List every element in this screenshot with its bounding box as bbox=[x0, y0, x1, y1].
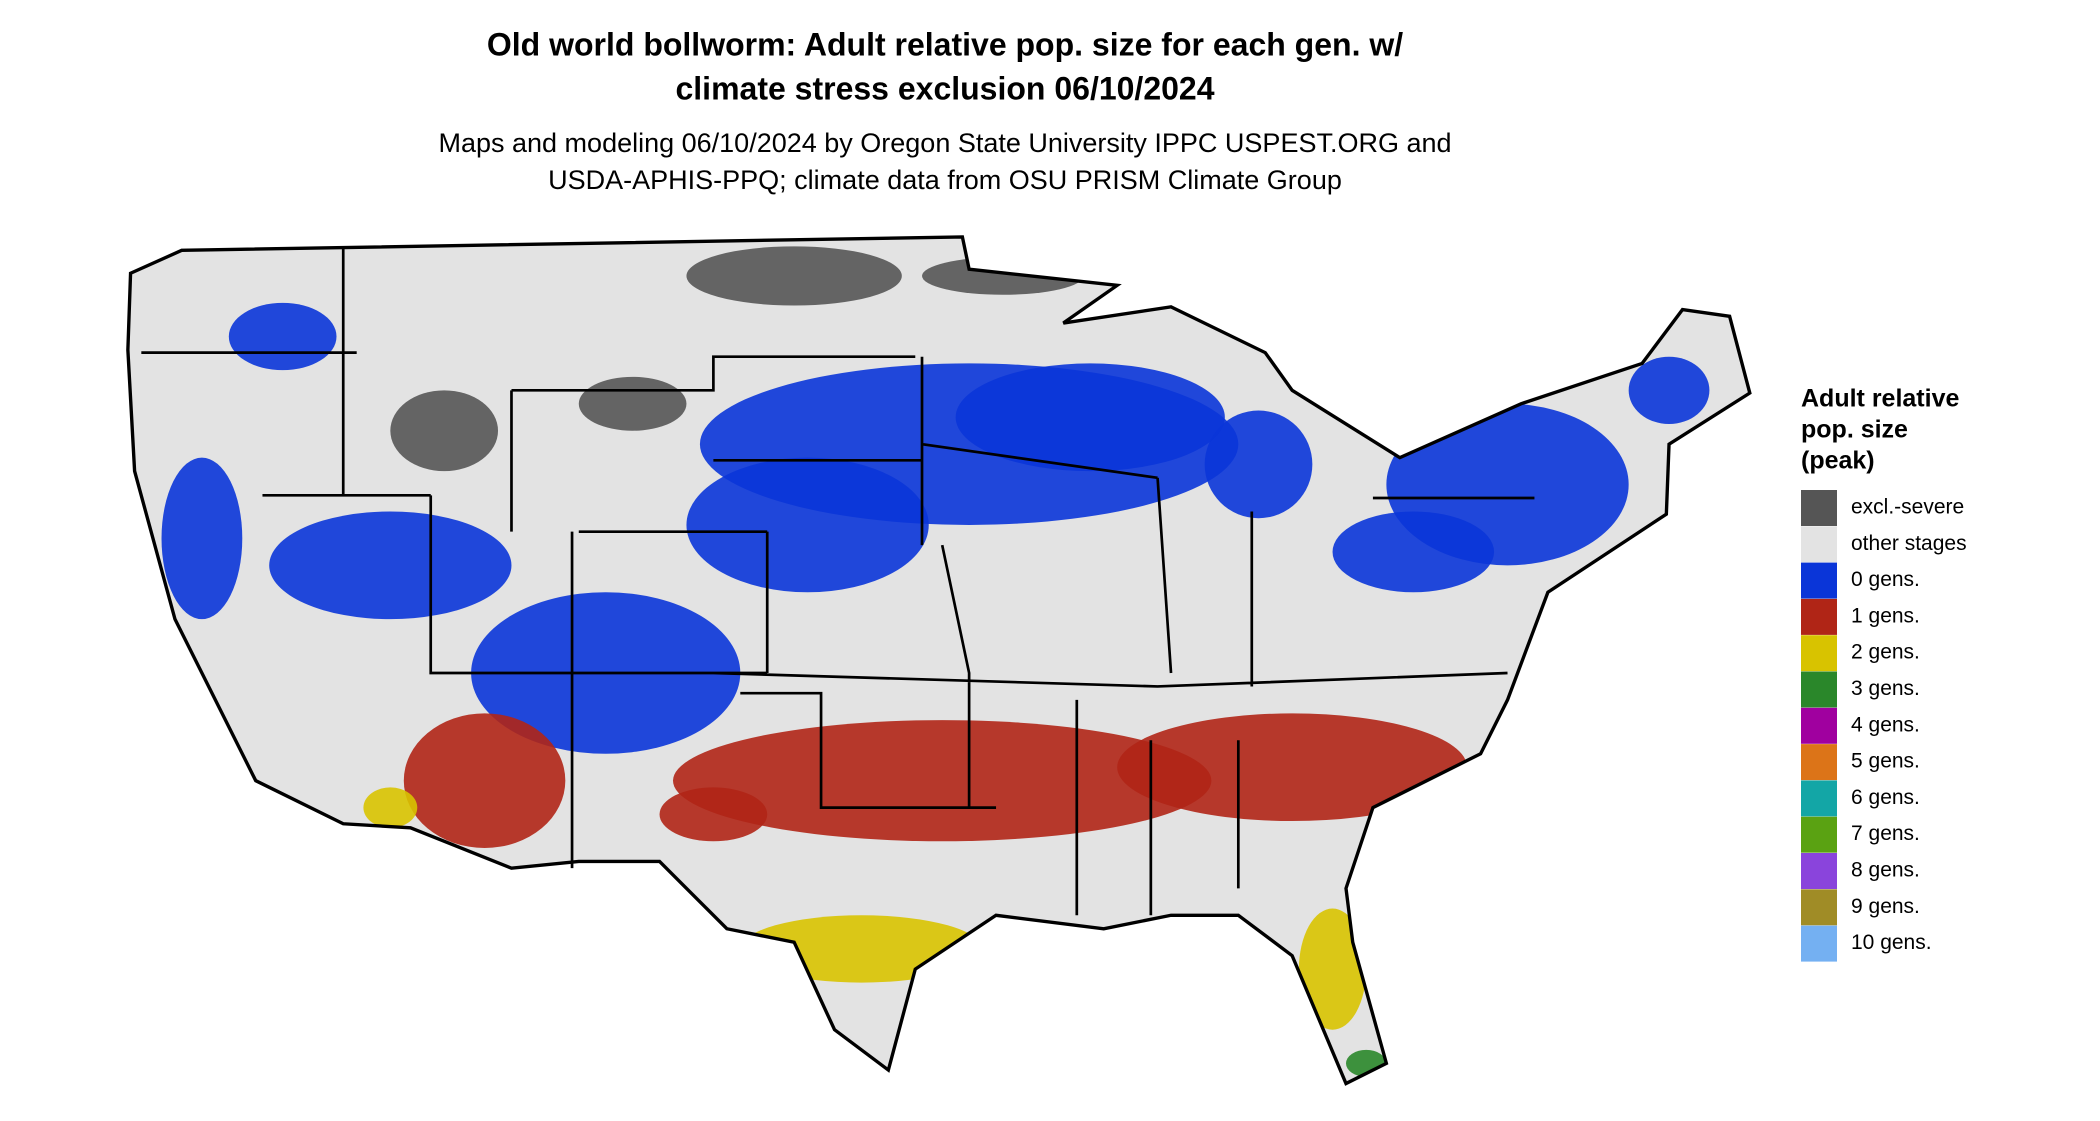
map-region bbox=[922, 257, 1084, 295]
map-region bbox=[955, 363, 1225, 472]
map-region bbox=[1117, 713, 1468, 822]
legend-title: pop. size bbox=[1801, 416, 1908, 444]
legend-label: 4 gens. bbox=[1851, 713, 1920, 736]
legend-swatch bbox=[1801, 635, 1837, 672]
legend-swatch bbox=[1801, 925, 1837, 962]
map-region bbox=[686, 246, 902, 306]
legend-swatch bbox=[1801, 671, 1837, 708]
legend-label: 9 gens. bbox=[1851, 895, 1920, 918]
legend-swatch bbox=[1801, 889, 1837, 926]
border-lines bbox=[141, 249, 1535, 916]
map-region bbox=[1204, 410, 1313, 519]
state-borders bbox=[126, 235, 1752, 1086]
title-line: climate stress exclusion 06/10/2024 bbox=[675, 70, 1214, 106]
legend-label: excl.-severe bbox=[1851, 496, 1964, 519]
map-region bbox=[390, 390, 499, 472]
legend-label: 3 gens. bbox=[1851, 677, 1920, 700]
map-region bbox=[161, 457, 243, 620]
legend-label: 5 gens. bbox=[1851, 750, 1920, 773]
legend-swatch bbox=[1801, 526, 1837, 563]
legend-label: 10 gens. bbox=[1851, 931, 1932, 954]
map-region bbox=[1332, 511, 1495, 593]
us-outline bbox=[126, 235, 1752, 1086]
legend-title: (peak) bbox=[1801, 447, 1875, 475]
map-region bbox=[1298, 908, 1367, 1030]
map-region bbox=[659, 787, 768, 842]
legend: Adult relative pop. size (peak) excl.-sever… bbox=[1801, 385, 1967, 962]
map-region bbox=[269, 511, 512, 620]
legend-label: 1 gens. bbox=[1851, 604, 1920, 627]
us-map bbox=[126, 235, 1752, 1086]
map-region bbox=[1628, 356, 1710, 424]
subtitle-line: USDA-APHIS-PPQ; climate data from OSU PR… bbox=[548, 165, 1342, 195]
legend-label: 6 gens. bbox=[1851, 786, 1920, 809]
legend-label: other stages bbox=[1851, 532, 1967, 555]
map-region bbox=[363, 787, 418, 828]
legend-label: 8 gens. bbox=[1851, 859, 1920, 882]
legend-label: 7 gens. bbox=[1851, 822, 1920, 845]
legend-label: 2 gens. bbox=[1851, 641, 1920, 664]
map-region bbox=[686, 457, 929, 593]
legend-swatch bbox=[1801, 707, 1837, 744]
title-line: Old world bollworm: Adult relative pop. … bbox=[487, 26, 1403, 62]
map-fill bbox=[161, 246, 1710, 1077]
map-region bbox=[403, 713, 566, 848]
legend-swatch bbox=[1801, 562, 1837, 599]
legend-swatch bbox=[1801, 744, 1837, 781]
map-region bbox=[228, 302, 337, 371]
map-region bbox=[578, 376, 687, 431]
land bbox=[127, 236, 1750, 1084]
subtitle-line: Maps and modeling 06/10/2024 by Oregon S… bbox=[438, 128, 1451, 158]
legend-label: 0 gens. bbox=[1851, 568, 1920, 591]
legend-title: Adult relative bbox=[1801, 385, 1959, 413]
legend-swatch bbox=[1801, 598, 1837, 635]
legend-swatch bbox=[1801, 490, 1837, 526]
legend-swatch bbox=[1801, 853, 1837, 889]
legend-swatch bbox=[1801, 780, 1837, 817]
legend-swatch bbox=[1801, 816, 1837, 853]
